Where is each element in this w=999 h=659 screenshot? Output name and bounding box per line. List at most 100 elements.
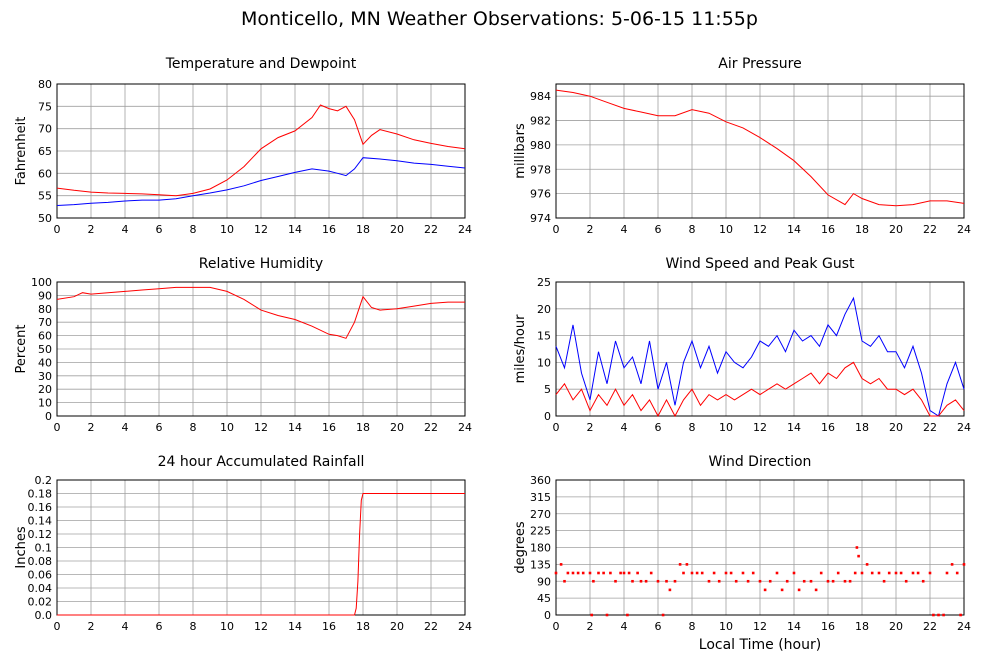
y-tick-label: 40 (38, 356, 52, 369)
x-tick-label: 12 (254, 421, 268, 434)
y-tick-label: 0.04 (28, 582, 53, 595)
data-point (763, 588, 767, 592)
y-tick-label: 978 (530, 163, 551, 176)
data-point (916, 571, 920, 575)
data-point (809, 579, 813, 583)
data-point (636, 571, 639, 575)
data-point (614, 579, 617, 583)
data-point (942, 613, 945, 617)
x-tick-label: 4 (122, 223, 129, 236)
data-point (955, 571, 959, 575)
y-tick-label: 0.2 (35, 474, 53, 487)
data-point (695, 571, 699, 575)
x-tick-label: 12 (753, 223, 767, 236)
plot-frame (555, 281, 965, 417)
data-point (554, 571, 558, 575)
x-tick-label: 10 (719, 620, 733, 633)
x-tick-label: 4 (122, 620, 129, 633)
data-point (904, 579, 908, 583)
x-tick-label: 8 (689, 421, 696, 434)
y-tick-label: 60 (38, 330, 52, 343)
x-tick-label: 24 (458, 223, 472, 236)
data-point (741, 571, 745, 575)
data-point (843, 579, 847, 583)
y-tick-label: 0.1 (35, 542, 53, 555)
data-point (559, 563, 563, 566)
data-point (644, 579, 648, 583)
y-tick-label: 30 (38, 370, 52, 383)
x-tick-label: 14 (787, 620, 801, 633)
x-tick-label: 6 (655, 223, 662, 236)
data-point (668, 588, 672, 592)
data-point (665, 579, 668, 583)
y-tick-label: 360 (530, 474, 551, 487)
data-point (690, 571, 694, 575)
x-tick-label: 0 (553, 421, 560, 434)
data-point (780, 588, 784, 592)
data-point (911, 571, 915, 575)
x-tick-label: 8 (190, 223, 197, 236)
x-tick-label: 10 (719, 421, 733, 434)
y-tick-label: 55 (38, 190, 52, 203)
data-point (836, 571, 840, 575)
y-tick-label: 0.16 (28, 501, 53, 514)
data-point (729, 571, 733, 575)
y-tick-label: 0.0 (35, 609, 53, 622)
y-tick-label: 0 (544, 609, 551, 622)
x-tick-label: 10 (220, 421, 234, 434)
x-tick-label: 14 (288, 223, 302, 236)
x-tick-label: 16 (322, 223, 336, 236)
data-point (937, 613, 940, 617)
x-tick-label: 18 (356, 620, 370, 633)
data-point (962, 563, 966, 566)
chart-title: Relative Humidity (199, 256, 323, 272)
x-tick-label: 8 (190, 421, 197, 434)
x-tick-label: 2 (587, 223, 594, 236)
data-point (945, 571, 949, 575)
data-point (717, 579, 721, 583)
y-tick-label: 976 (530, 188, 551, 201)
data-point (682, 571, 685, 575)
data-point (768, 579, 772, 583)
data-point (588, 571, 592, 575)
x-tick-label: 4 (621, 620, 628, 633)
series-line-1 (555, 361, 965, 418)
data-point (882, 579, 886, 583)
x-tick-label: 8 (689, 620, 696, 633)
x-tick-label: 10 (719, 223, 733, 236)
series-line-0 (555, 89, 965, 207)
data-point (566, 571, 570, 575)
x-tick-label: 8 (190, 620, 197, 633)
y-tick-label: 80 (38, 303, 52, 316)
data-point (814, 588, 818, 592)
x-tick-label: 6 (655, 421, 662, 434)
y-tick-label: 75 (38, 100, 52, 113)
y-axis-label: Inches (14, 526, 29, 568)
y-tick-label: 70 (38, 123, 52, 136)
x-tick-label: 6 (655, 620, 662, 633)
y-tick-label: 0.18 (28, 488, 53, 501)
chart-title: Wind Speed and Peak Gust (666, 256, 855, 272)
y-tick-label: 980 (530, 139, 551, 152)
x-tick-label: 6 (156, 223, 163, 236)
data-point (590, 613, 593, 617)
x-tick-label: 16 (821, 620, 835, 633)
x-tick-label: 14 (288, 421, 302, 434)
data-point (853, 571, 857, 575)
series-0 (554, 546, 966, 617)
y-tick-label: 0.14 (28, 515, 53, 528)
x-tick-label: 22 (923, 421, 937, 434)
y-tick-label: 982 (530, 115, 551, 128)
x-tick-label: 10 (220, 223, 234, 236)
x-tick-label: 0 (54, 620, 61, 633)
y-tick-label: 0.08 (28, 555, 53, 568)
data-point (877, 571, 881, 575)
chart-title: Temperature and Dewpoint (165, 56, 357, 72)
data-point (639, 579, 643, 583)
data-point (685, 563, 689, 566)
data-point (848, 579, 852, 583)
y-tick-label: 180 (530, 542, 551, 555)
y-tick-label: 0 (544, 410, 551, 423)
